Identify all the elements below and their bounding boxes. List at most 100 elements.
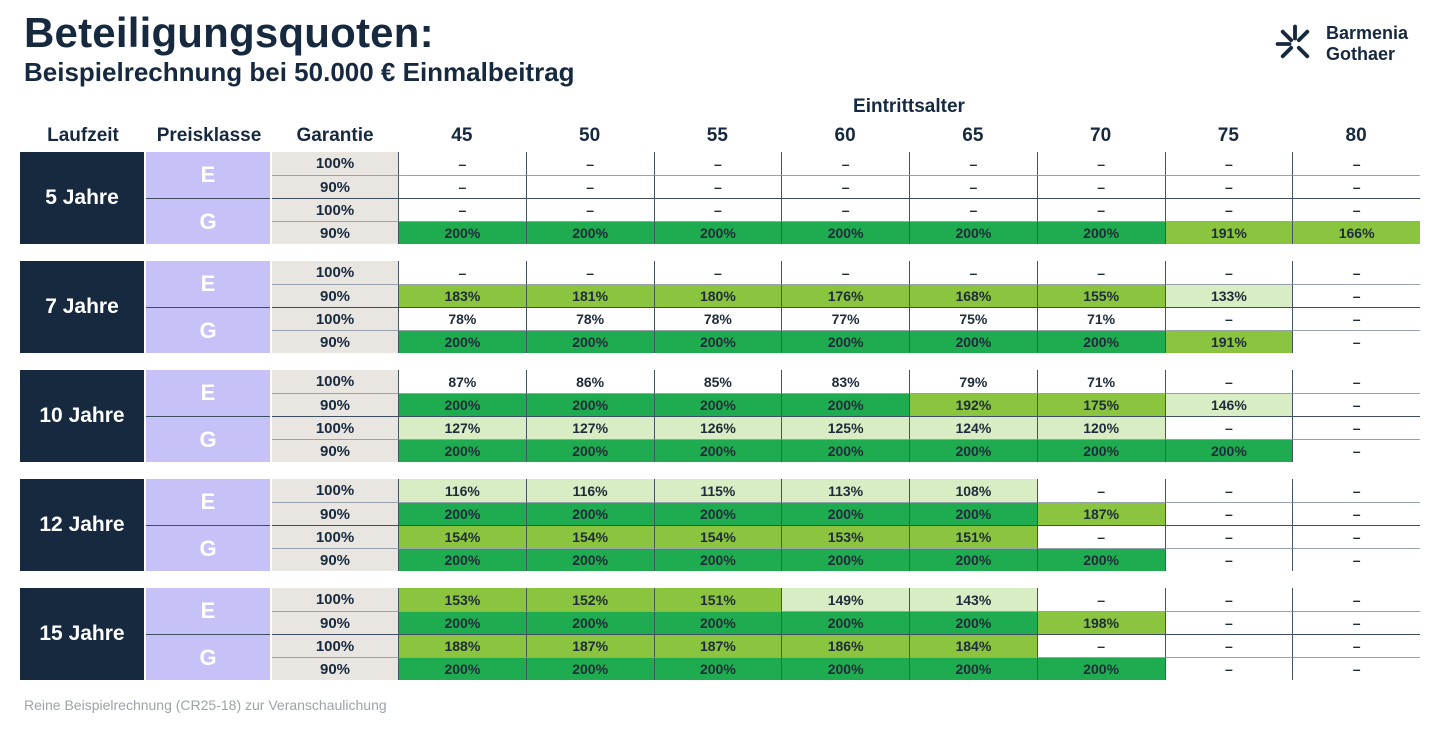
rate-cell: 166% xyxy=(1292,221,1420,245)
rate-cell: 200% xyxy=(909,439,1037,463)
rate-cell: – xyxy=(525,152,654,176)
logo-line-1: Barmenia xyxy=(1325,23,1408,44)
rate-cell: 200% xyxy=(909,548,1037,572)
age-header-80: 80 xyxy=(1345,125,1367,147)
preisklasse-cell-e: E xyxy=(146,370,270,417)
age-header-75: 75 xyxy=(1217,125,1239,147)
rate-cell: 200% xyxy=(781,330,909,354)
garantie-cell: 100% xyxy=(272,261,398,285)
rate-cell: 155% xyxy=(1036,284,1165,308)
garantie-cell: 90% xyxy=(272,175,398,199)
rate-cell: – xyxy=(1164,152,1293,176)
rate-cell: 191% xyxy=(1164,330,1293,354)
rate-cell: 200% xyxy=(525,611,654,635)
rate-cell: 113% xyxy=(781,479,909,503)
garantie-cell: 100% xyxy=(272,416,398,440)
rate-cell: 115% xyxy=(653,479,782,503)
rate-cell: 200% xyxy=(781,439,909,463)
preisklasse-cell-e: E xyxy=(146,261,270,308)
rate-cell: 116% xyxy=(525,479,654,503)
rate-cell: – xyxy=(1292,198,1420,222)
rate-cell: 200% xyxy=(525,502,654,526)
rate-cell: – xyxy=(1036,525,1165,549)
rate-table: 5 Jahre E G 100% – – – – – – – –90% – – – – – – – –100% – – – –… xyxy=(20,152,1420,681)
rate-cell: 188% xyxy=(398,634,526,658)
rate-cell: – xyxy=(1164,548,1293,572)
garantie-cell: 90% xyxy=(272,548,398,572)
rate-cell: 124% xyxy=(909,416,1037,440)
rate-cell: – xyxy=(1164,261,1293,285)
rate-cell: – xyxy=(909,198,1037,222)
rate-cell: 153% xyxy=(781,525,909,549)
footnote: Reine Beispielrechnung (CR25-18) zur Ver… xyxy=(24,697,387,714)
rate-cell: 200% xyxy=(525,548,654,572)
rate-cell: – xyxy=(398,261,526,285)
laufzeit-block: 5 Jahre E G 100% – – – – – – – –90% – – – – – – – –100% – – – –… xyxy=(20,152,1420,245)
rate-cell: – xyxy=(909,175,1037,199)
rate-cell: 200% xyxy=(781,221,909,245)
rate-cell: 200% xyxy=(909,611,1037,635)
rate-cell: – xyxy=(1292,548,1420,572)
rate-cell: 192% xyxy=(909,393,1037,417)
garantie-cell: 90% xyxy=(272,502,398,526)
rate-cell: 184% xyxy=(909,634,1037,658)
rate-cell: 200% xyxy=(525,221,654,245)
rate-cell: 125% xyxy=(781,416,909,440)
rate-cell: – xyxy=(1164,416,1293,440)
rate-cell: – xyxy=(909,152,1037,176)
rate-cell: – xyxy=(1164,525,1293,549)
rate-cell: 75% xyxy=(909,307,1037,331)
column-header-preisklasse: Preisklasse xyxy=(156,125,262,147)
rate-cell: – xyxy=(1036,634,1165,658)
rate-cell: 200% xyxy=(1036,439,1165,463)
rate-cell: – xyxy=(1036,175,1165,199)
rate-cell: 143% xyxy=(909,588,1037,612)
logo-star-icon xyxy=(1275,24,1310,59)
rate-cell: – xyxy=(1164,175,1293,199)
column-header-laufzeit: Laufzeit xyxy=(47,125,119,147)
rate-cell: 200% xyxy=(398,611,526,635)
logo: Barmenia Gothaer xyxy=(1273,10,1420,66)
rate-cell: 154% xyxy=(398,525,526,549)
rate-cell: 200% xyxy=(398,330,526,354)
preisklasse-cell-g: G xyxy=(146,634,270,681)
rate-cell: 77% xyxy=(781,307,909,331)
rate-cell: – xyxy=(1292,261,1420,285)
rate-cell: – xyxy=(1164,198,1293,222)
rate-cell: – xyxy=(1292,611,1420,635)
column-header-row: Laufzeit Preisklasse Garantie 45 50 55 6… xyxy=(20,120,1420,152)
logo-wordmark: Barmenia Gothaer xyxy=(1326,23,1408,65)
laufzeit-block: 15 Jahre E G 100% 153% 152% 151% 149% 143% – – –90%… xyxy=(20,588,1420,681)
rate-cell: – xyxy=(1292,393,1420,417)
laufzeit-cell: 10 Jahre xyxy=(20,370,144,463)
garantie-cell: 100% xyxy=(272,525,398,549)
rate-cell: – xyxy=(1164,502,1293,526)
rate-cell: 200% xyxy=(398,548,526,572)
rate-cell: – xyxy=(909,261,1037,285)
preisklasse-cell-g: G xyxy=(146,307,270,354)
rate-cell: 181% xyxy=(525,284,654,308)
rate-cell: – xyxy=(781,261,909,285)
laufzeit-cell: 7 Jahre xyxy=(20,261,144,354)
garantie-cell: 100% xyxy=(272,634,398,658)
rate-cell: 200% xyxy=(653,657,782,681)
laufzeit-cell: 5 Jahre xyxy=(20,152,144,245)
rate-cell: 198% xyxy=(1036,611,1165,635)
rate-cell: – xyxy=(1292,152,1420,176)
rate-cell: 200% xyxy=(653,330,782,354)
rate-cell: – xyxy=(1292,657,1420,681)
preisklasse-cell-g: G xyxy=(146,525,270,572)
garantie-cell: 90% xyxy=(272,439,398,463)
rate-cell: – xyxy=(1292,416,1420,440)
garantie-cell: 100% xyxy=(272,370,398,394)
rate-cell: – xyxy=(398,198,526,222)
rate-cell: 200% xyxy=(525,330,654,354)
rate-cell: 78% xyxy=(525,307,654,331)
page-title: Beteiligungsquoten: xyxy=(24,9,434,56)
rate-cell: – xyxy=(1292,634,1420,658)
rate-cell: 186% xyxy=(781,634,909,658)
preisklasse-cell-e: E xyxy=(146,152,270,199)
garantie-cell: 100% xyxy=(272,479,398,503)
rate-cell: 200% xyxy=(1036,548,1165,572)
